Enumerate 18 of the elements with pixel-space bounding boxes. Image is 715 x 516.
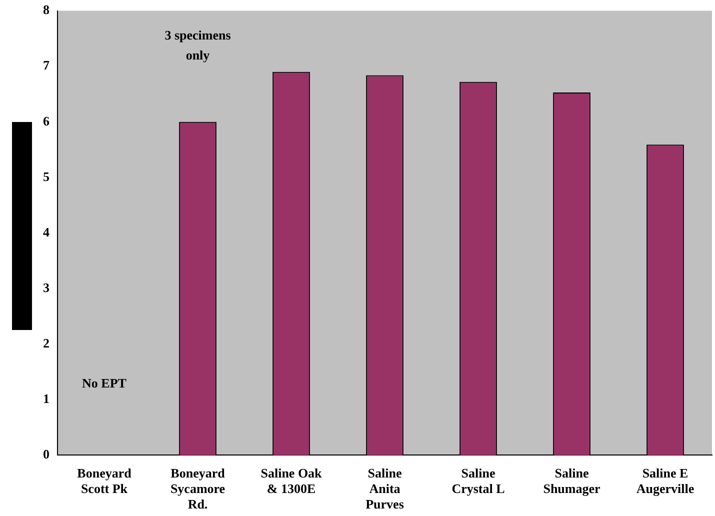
- y-tick-label: 8: [43, 2, 50, 18]
- y-tick-label: 6: [43, 113, 50, 128]
- x-tick-label: Saline Oak & 1300E: [260, 465, 323, 496]
- x-tick-label: Saline E Augerville: [636, 465, 694, 496]
- annotation: No EPT: [82, 375, 127, 390]
- x-tick-label: Saline Shumager: [543, 465, 601, 496]
- x-tick-label: Boneyard Sycamore Rd.: [170, 465, 226, 512]
- y-tick-label: 7: [43, 58, 50, 73]
- y-tick-label: 5: [43, 168, 50, 184]
- y-tick-label: 3: [43, 280, 50, 295]
- x-tick-label: Boneyard Scott Pk: [77, 465, 132, 496]
- x-tick-label: Saline Anita Purves: [366, 465, 404, 512]
- y-tick-label: 1: [43, 391, 50, 406]
- y-tick-label: 4: [43, 224, 50, 240]
- y-tick-label: 2: [43, 335, 50, 350]
- y-tick-label: 0: [43, 446, 50, 462]
- x-tick-label: Saline Crystal L: [452, 465, 506, 496]
- annotation: 3 specimens only: [164, 28, 231, 63]
